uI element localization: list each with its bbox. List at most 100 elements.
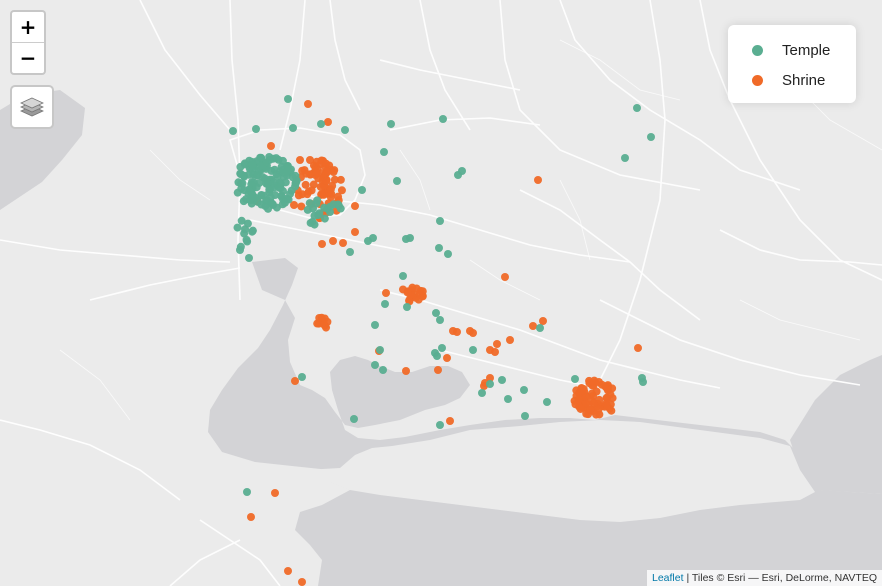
shrine-marker[interactable] [306, 156, 314, 164]
shrine-marker[interactable] [608, 394, 617, 403]
temple-marker[interactable] [486, 380, 494, 388]
shrine-marker[interactable] [296, 156, 304, 164]
temple-marker[interactable] [369, 234, 377, 242]
shrine-marker[interactable] [298, 578, 306, 586]
shrine-marker[interactable] [330, 175, 339, 184]
temple-marker[interactable] [436, 316, 444, 324]
temple-marker[interactable] [458, 167, 466, 175]
temple-marker[interactable] [315, 209, 324, 218]
temple-marker[interactable] [252, 125, 260, 133]
temple-marker[interactable] [284, 95, 292, 103]
shrine-marker[interactable] [402, 367, 410, 375]
temple-marker[interactable] [269, 178, 278, 187]
temple-marker[interactable] [242, 235, 251, 244]
temple-marker[interactable] [436, 421, 444, 429]
shrine-marker[interactable] [284, 567, 292, 575]
shrine-marker[interactable] [491, 348, 499, 356]
shrine-marker[interactable] [506, 336, 514, 344]
temple-marker[interactable] [371, 321, 379, 329]
shrine-marker[interactable] [329, 237, 337, 245]
temple-marker[interactable] [286, 189, 295, 198]
shrine-marker[interactable] [301, 180, 310, 189]
shrine-marker[interactable] [443, 354, 451, 362]
shrine-marker[interactable] [434, 366, 442, 374]
temple-marker[interactable] [376, 346, 384, 354]
temple-marker[interactable] [444, 250, 452, 258]
temple-marker[interactable] [571, 375, 579, 383]
shrine-marker[interactable] [539, 317, 547, 325]
temple-marker[interactable] [469, 346, 477, 354]
shrine-marker[interactable] [414, 295, 423, 304]
shrine-marker[interactable] [594, 378, 603, 387]
temple-marker[interactable] [283, 167, 292, 176]
temple-marker[interactable] [358, 186, 366, 194]
shrine-marker[interactable] [405, 296, 414, 305]
temple-marker[interactable] [438, 344, 446, 352]
shrine-marker[interactable] [267, 142, 275, 150]
shrine-marker[interactable] [316, 182, 325, 191]
temple-marker[interactable] [248, 160, 257, 169]
temple-marker[interactable] [233, 188, 242, 197]
shrine-marker[interactable] [634, 344, 642, 352]
temple-marker[interactable] [239, 197, 248, 206]
temple-marker[interactable] [238, 179, 247, 188]
shrine-marker[interactable] [297, 202, 306, 211]
temple-marker[interactable] [431, 349, 439, 357]
shrine-marker[interactable] [322, 176, 331, 185]
temple-marker[interactable] [521, 412, 529, 420]
temple-marker[interactable] [478, 389, 486, 397]
shrine-marker[interactable] [594, 405, 603, 414]
shrine-marker[interactable] [534, 176, 542, 184]
temple-marker[interactable] [498, 376, 506, 384]
shrine-marker[interactable] [602, 399, 611, 408]
leaflet-link[interactable]: Leaflet [651, 572, 684, 584]
shrine-marker[interactable] [322, 159, 331, 168]
temple-marker[interactable] [381, 300, 389, 308]
shrine-marker[interactable] [318, 240, 326, 248]
temple-marker[interactable] [240, 186, 249, 195]
temple-marker[interactable] [257, 200, 266, 209]
temple-marker[interactable] [393, 177, 401, 185]
temple-marker[interactable] [265, 185, 274, 194]
shrine-marker[interactable] [351, 202, 359, 210]
shrine-marker[interactable] [323, 317, 332, 326]
shrine-marker[interactable] [382, 289, 390, 297]
temple-marker[interactable] [273, 173, 282, 182]
shrine-marker[interactable] [607, 406, 616, 415]
temple-marker[interactable] [520, 386, 528, 394]
temple-marker[interactable] [310, 220, 319, 229]
shrine-marker[interactable] [576, 404, 585, 413]
temple-marker[interactable] [233, 223, 242, 232]
shrine-marker[interactable] [291, 377, 299, 385]
temple-marker[interactable] [387, 120, 395, 128]
temple-marker[interactable] [275, 183, 284, 192]
temple-marker[interactable] [257, 153, 266, 162]
temple-marker[interactable] [439, 115, 447, 123]
temple-marker[interactable] [298, 373, 306, 381]
temple-marker[interactable] [291, 171, 300, 180]
temple-marker[interactable] [253, 171, 262, 180]
temple-marker[interactable] [229, 127, 237, 135]
shrine-marker[interactable] [304, 100, 312, 108]
temple-marker[interactable] [278, 200, 287, 209]
temple-marker[interactable] [317, 120, 325, 128]
temple-marker[interactable] [346, 248, 354, 256]
shrine-marker[interactable] [586, 405, 595, 414]
temple-marker[interactable] [633, 104, 641, 112]
layers-button[interactable] [10, 85, 54, 129]
shrine-marker[interactable] [501, 273, 509, 281]
temple-marker[interactable] [399, 272, 407, 280]
temple-marker[interactable] [432, 309, 440, 317]
temple-marker[interactable] [403, 303, 411, 311]
temple-marker[interactable] [350, 415, 358, 423]
shrine-marker[interactable] [351, 228, 359, 236]
temple-marker[interactable] [371, 361, 379, 369]
shrine-marker[interactable] [571, 400, 580, 409]
temple-marker[interactable] [639, 378, 647, 386]
shrine-marker[interactable] [312, 169, 321, 178]
temple-marker[interactable] [536, 324, 544, 332]
temple-marker[interactable] [334, 200, 343, 209]
shrine-marker[interactable] [403, 288, 412, 297]
shrine-marker[interactable] [247, 513, 255, 521]
